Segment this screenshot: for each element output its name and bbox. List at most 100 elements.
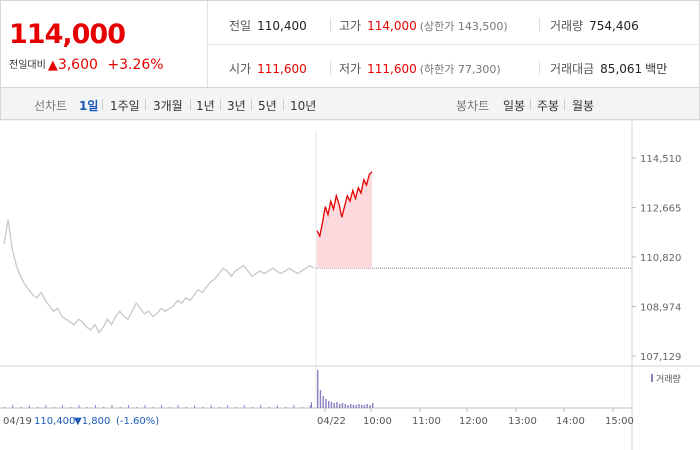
prev-change-summary: ▼1,800 — [74, 416, 110, 427]
divider — [145, 99, 146, 110]
volume-bar — [61, 405, 63, 408]
change-value: 3,600 — [57, 57, 98, 73]
low-stat: 저가 111,600 (하한가 77,300) — [339, 60, 501, 77]
y-tick-label: 110,820 — [640, 253, 681, 264]
period-bar: 선차트 1일 1주일 3개월 1년 3년 5년 10년 봉차트 일봉 주봉 월봉 — [0, 88, 700, 120]
volume-bar — [339, 404, 341, 408]
x-tick-label: 11:00 — [412, 416, 441, 427]
volume-bars: 거래량 — [4, 370, 681, 408]
volume-bar — [276, 405, 278, 408]
period-tab-1w[interactable]: 1주일 — [110, 99, 140, 113]
candle-tab-weekly[interactable]: 주봉 — [537, 99, 560, 113]
divider — [220, 99, 221, 110]
volume-bar — [344, 404, 346, 408]
current-price: 114,000 — [9, 19, 126, 50]
prev-close-value: 110,400 — [257, 19, 307, 33]
period-tab-10y[interactable]: 10년 — [290, 99, 317, 113]
period-tab-1y[interactable]: 1년 — [196, 99, 215, 113]
x-tick-label: 14:00 — [556, 416, 585, 427]
x-tick-label: 13:00 — [508, 416, 537, 427]
volume-bar — [301, 407, 303, 408]
prev-day-price-line — [3, 219, 315, 334]
volume-legend-swatch — [651, 374, 653, 382]
volume-bar — [325, 399, 327, 408]
line-chart-label: 선차트 — [34, 99, 68, 113]
divider — [330, 18, 331, 32]
volume-bar — [293, 405, 295, 408]
volume-bar — [152, 407, 154, 408]
divider — [330, 61, 331, 75]
divider — [251, 99, 252, 110]
volume-bar — [268, 407, 270, 408]
volume-bar — [218, 407, 220, 408]
change-row: 전일대비 ▲3,600 +3.26% — [9, 56, 164, 73]
volume-bar — [53, 407, 55, 408]
volume-stat: 거래량 754,406 — [550, 17, 639, 34]
volume-bar — [136, 407, 138, 408]
volume-bar — [94, 405, 96, 408]
divider — [530, 99, 531, 110]
volume-bar — [12, 405, 14, 408]
amount-value: 85,061 — [600, 62, 643, 76]
y-tick-label: 107,129 — [640, 352, 681, 363]
volume-bar — [202, 407, 204, 408]
volume-bar — [210, 405, 212, 408]
divider — [283, 99, 284, 110]
volume-bar — [70, 407, 72, 408]
volume-bar — [243, 405, 245, 408]
up-area-fill — [317, 171, 372, 269]
change-label: 전일대비 — [9, 60, 46, 71]
quote-header: 114,000 전일대비 ▲3,600 +3.26% 전일 110,400 고가 11… — [0, 0, 700, 88]
open-stat: 시가 111,600 — [229, 60, 307, 77]
volume-bar — [45, 405, 47, 408]
price-block: 114,000 전일대비 ▲3,600 +3.26% — [1, 1, 208, 87]
period-tab-1d[interactable]: 1일 — [79, 99, 99, 113]
volume-bar — [369, 405, 371, 408]
divider — [539, 18, 540, 32]
volume-legend: 거래량 — [656, 373, 681, 385]
volume-bar — [235, 407, 237, 408]
current-day-price-line — [316, 171, 373, 239]
volume-bar — [372, 403, 374, 408]
volume-bar — [311, 402, 312, 408]
volume-bar — [328, 401, 330, 408]
volume-bar — [350, 404, 352, 408]
volume-bar — [227, 405, 229, 408]
x-axis-labels: 04/19 110,400▼1,800 (-1.60%) 04/22 10:00 11:0… — [3, 416, 634, 427]
volume-bar — [185, 407, 187, 408]
up-area — [317, 171, 372, 269]
candle-tab-daily[interactable]: 일봉 — [503, 99, 526, 113]
period-tab-5y[interactable]: 5년 — [258, 99, 277, 113]
volume-bar — [128, 405, 129, 408]
high-stat: 고가 114,000 (상한가 143,500) — [339, 17, 508, 34]
low-value: 111,600 — [367, 62, 417, 76]
volume-bar — [341, 403, 344, 408]
volume-bar — [4, 407, 5, 408]
period-tab-3m[interactable]: 3개월 — [153, 99, 183, 113]
volume-bar — [177, 405, 179, 408]
x-tick-label: 10:00 — [363, 416, 392, 427]
volume-bar — [20, 407, 22, 408]
volume-bar — [119, 407, 121, 408]
y-axis-labels: 114,510 112,665 110,820 108,974 107,129 — [640, 154, 681, 363]
candle-tab-monthly[interactable]: 월봉 — [572, 99, 595, 113]
x-tick-label: 04/22 — [317, 416, 346, 427]
prev-close-summary: 110,400 — [34, 416, 75, 427]
open-value: 111,600 — [257, 62, 307, 76]
volume-bar — [366, 404, 368, 408]
chart-grid — [0, 120, 700, 450]
period-tab-3y[interactable]: 3년 — [227, 99, 246, 113]
amount-label: 거래대금 — [550, 62, 595, 76]
candle-chart-label: 봉차트 — [456, 99, 490, 113]
volume-value: 754,406 — [589, 19, 639, 33]
volume-bar — [86, 407, 88, 408]
volume-bar — [285, 407, 287, 408]
volume-bar — [260, 405, 262, 408]
volume-bar — [28, 405, 30, 408]
volume-bar — [103, 407, 105, 408]
volume-bar — [336, 402, 338, 408]
open-label: 시가 — [229, 62, 252, 76]
amount-unit: 백만 — [645, 62, 668, 76]
volume-bar — [169, 407, 171, 408]
